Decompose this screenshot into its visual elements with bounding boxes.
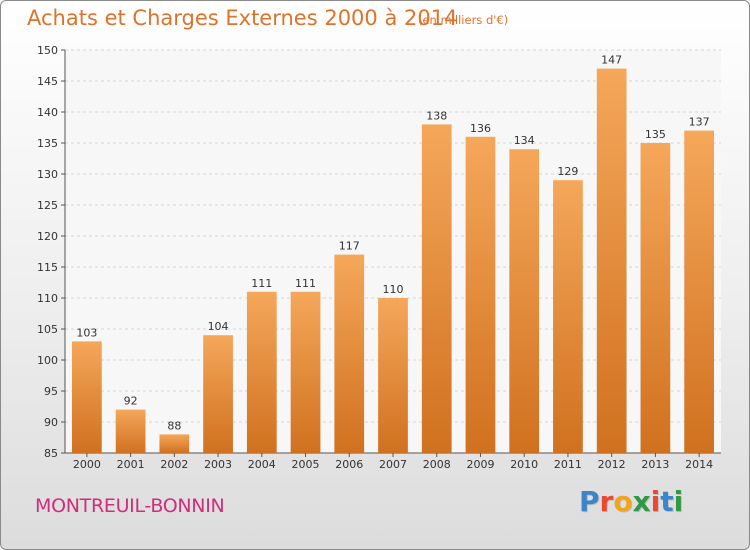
logo-letter: o	[613, 485, 633, 518]
y-tick-label: 140	[37, 106, 58, 119]
x-tick-label: 2010	[510, 458, 538, 471]
bar	[465, 136, 496, 454]
x-tick-label: 2000	[73, 458, 101, 471]
bar	[596, 68, 627, 453]
x-tick-label: 2001	[117, 458, 145, 471]
y-tick-label: 90	[44, 416, 58, 429]
y-tick-label: 100	[37, 354, 58, 367]
x-tick-label: 2007	[379, 458, 407, 471]
bar	[159, 434, 190, 453]
logo-letter: i	[673, 485, 684, 518]
y-tick-label: 85	[44, 447, 58, 460]
bar	[115, 409, 146, 453]
x-tick-label: 2005	[292, 458, 320, 471]
y-tick-label: 135	[37, 137, 58, 150]
logo-letter: x	[632, 485, 651, 518]
bar	[334, 254, 365, 453]
y-tick-label: 120	[37, 230, 58, 243]
y-tick-label: 95	[44, 385, 58, 398]
logo-letter: t	[660, 485, 674, 518]
bar	[640, 143, 671, 453]
x-tick-label: 2008	[423, 458, 451, 471]
bar-value-label: 135	[645, 128, 666, 141]
y-tick-label: 130	[37, 168, 58, 181]
bar	[71, 341, 102, 453]
bar-value-label: 111	[251, 277, 272, 290]
logo-letter: r	[599, 485, 614, 518]
bar	[378, 298, 408, 453]
chart-subtitle: (en milliers d'€)	[418, 13, 509, 27]
bar-value-label: 92	[124, 395, 138, 408]
bar-value-label: 103	[76, 326, 97, 339]
bar	[684, 130, 715, 453]
logo-letter: P	[579, 485, 600, 518]
bar-value-label: 147	[601, 54, 622, 67]
y-tick-label: 145	[37, 75, 58, 88]
bar-value-label: 129	[557, 165, 578, 178]
bar-value-label: 117	[339, 240, 360, 253]
x-tick-label: 2014	[685, 458, 713, 471]
x-tick-label: 2013	[641, 458, 669, 471]
bar-value-label: 136	[470, 122, 491, 135]
bar-value-label: 134	[514, 134, 535, 147]
commune-name: MONTREUIL-BONNIN	[35, 495, 225, 517]
bar	[246, 291, 277, 453]
y-tick-label: 115	[37, 261, 58, 274]
bar	[553, 180, 583, 453]
bar-value-label: 110	[383, 283, 404, 296]
x-tick-label: 2012	[598, 458, 626, 471]
logo-letter: i	[650, 485, 661, 518]
x-tick-label: 2011	[554, 458, 582, 471]
y-tick-label: 110	[37, 292, 58, 305]
x-tick-label: 2003	[204, 458, 232, 471]
bar-value-label: 104	[208, 320, 229, 333]
bar-value-label: 88	[167, 419, 181, 432]
bar	[203, 335, 233, 453]
bar	[509, 149, 540, 453]
proxiti-logo: Proxiti	[579, 485, 683, 518]
chart-title: Achats et Charges Externes 2000 à 2014	[27, 6, 458, 30]
x-tick-label: 2002	[160, 458, 188, 471]
bar	[421, 124, 452, 454]
bar-value-label: 137	[689, 116, 710, 129]
y-tick-label: 105	[37, 323, 58, 336]
y-tick-label: 150	[37, 44, 58, 57]
y-tick-label: 125	[37, 199, 58, 212]
x-tick-label: 2009	[466, 458, 494, 471]
bar-value-label: 111	[295, 277, 316, 290]
bar-value-label: 138	[426, 109, 447, 122]
x-tick-label: 2004	[248, 458, 276, 471]
bar	[290, 291, 321, 453]
x-tick-label: 2006	[335, 458, 363, 471]
